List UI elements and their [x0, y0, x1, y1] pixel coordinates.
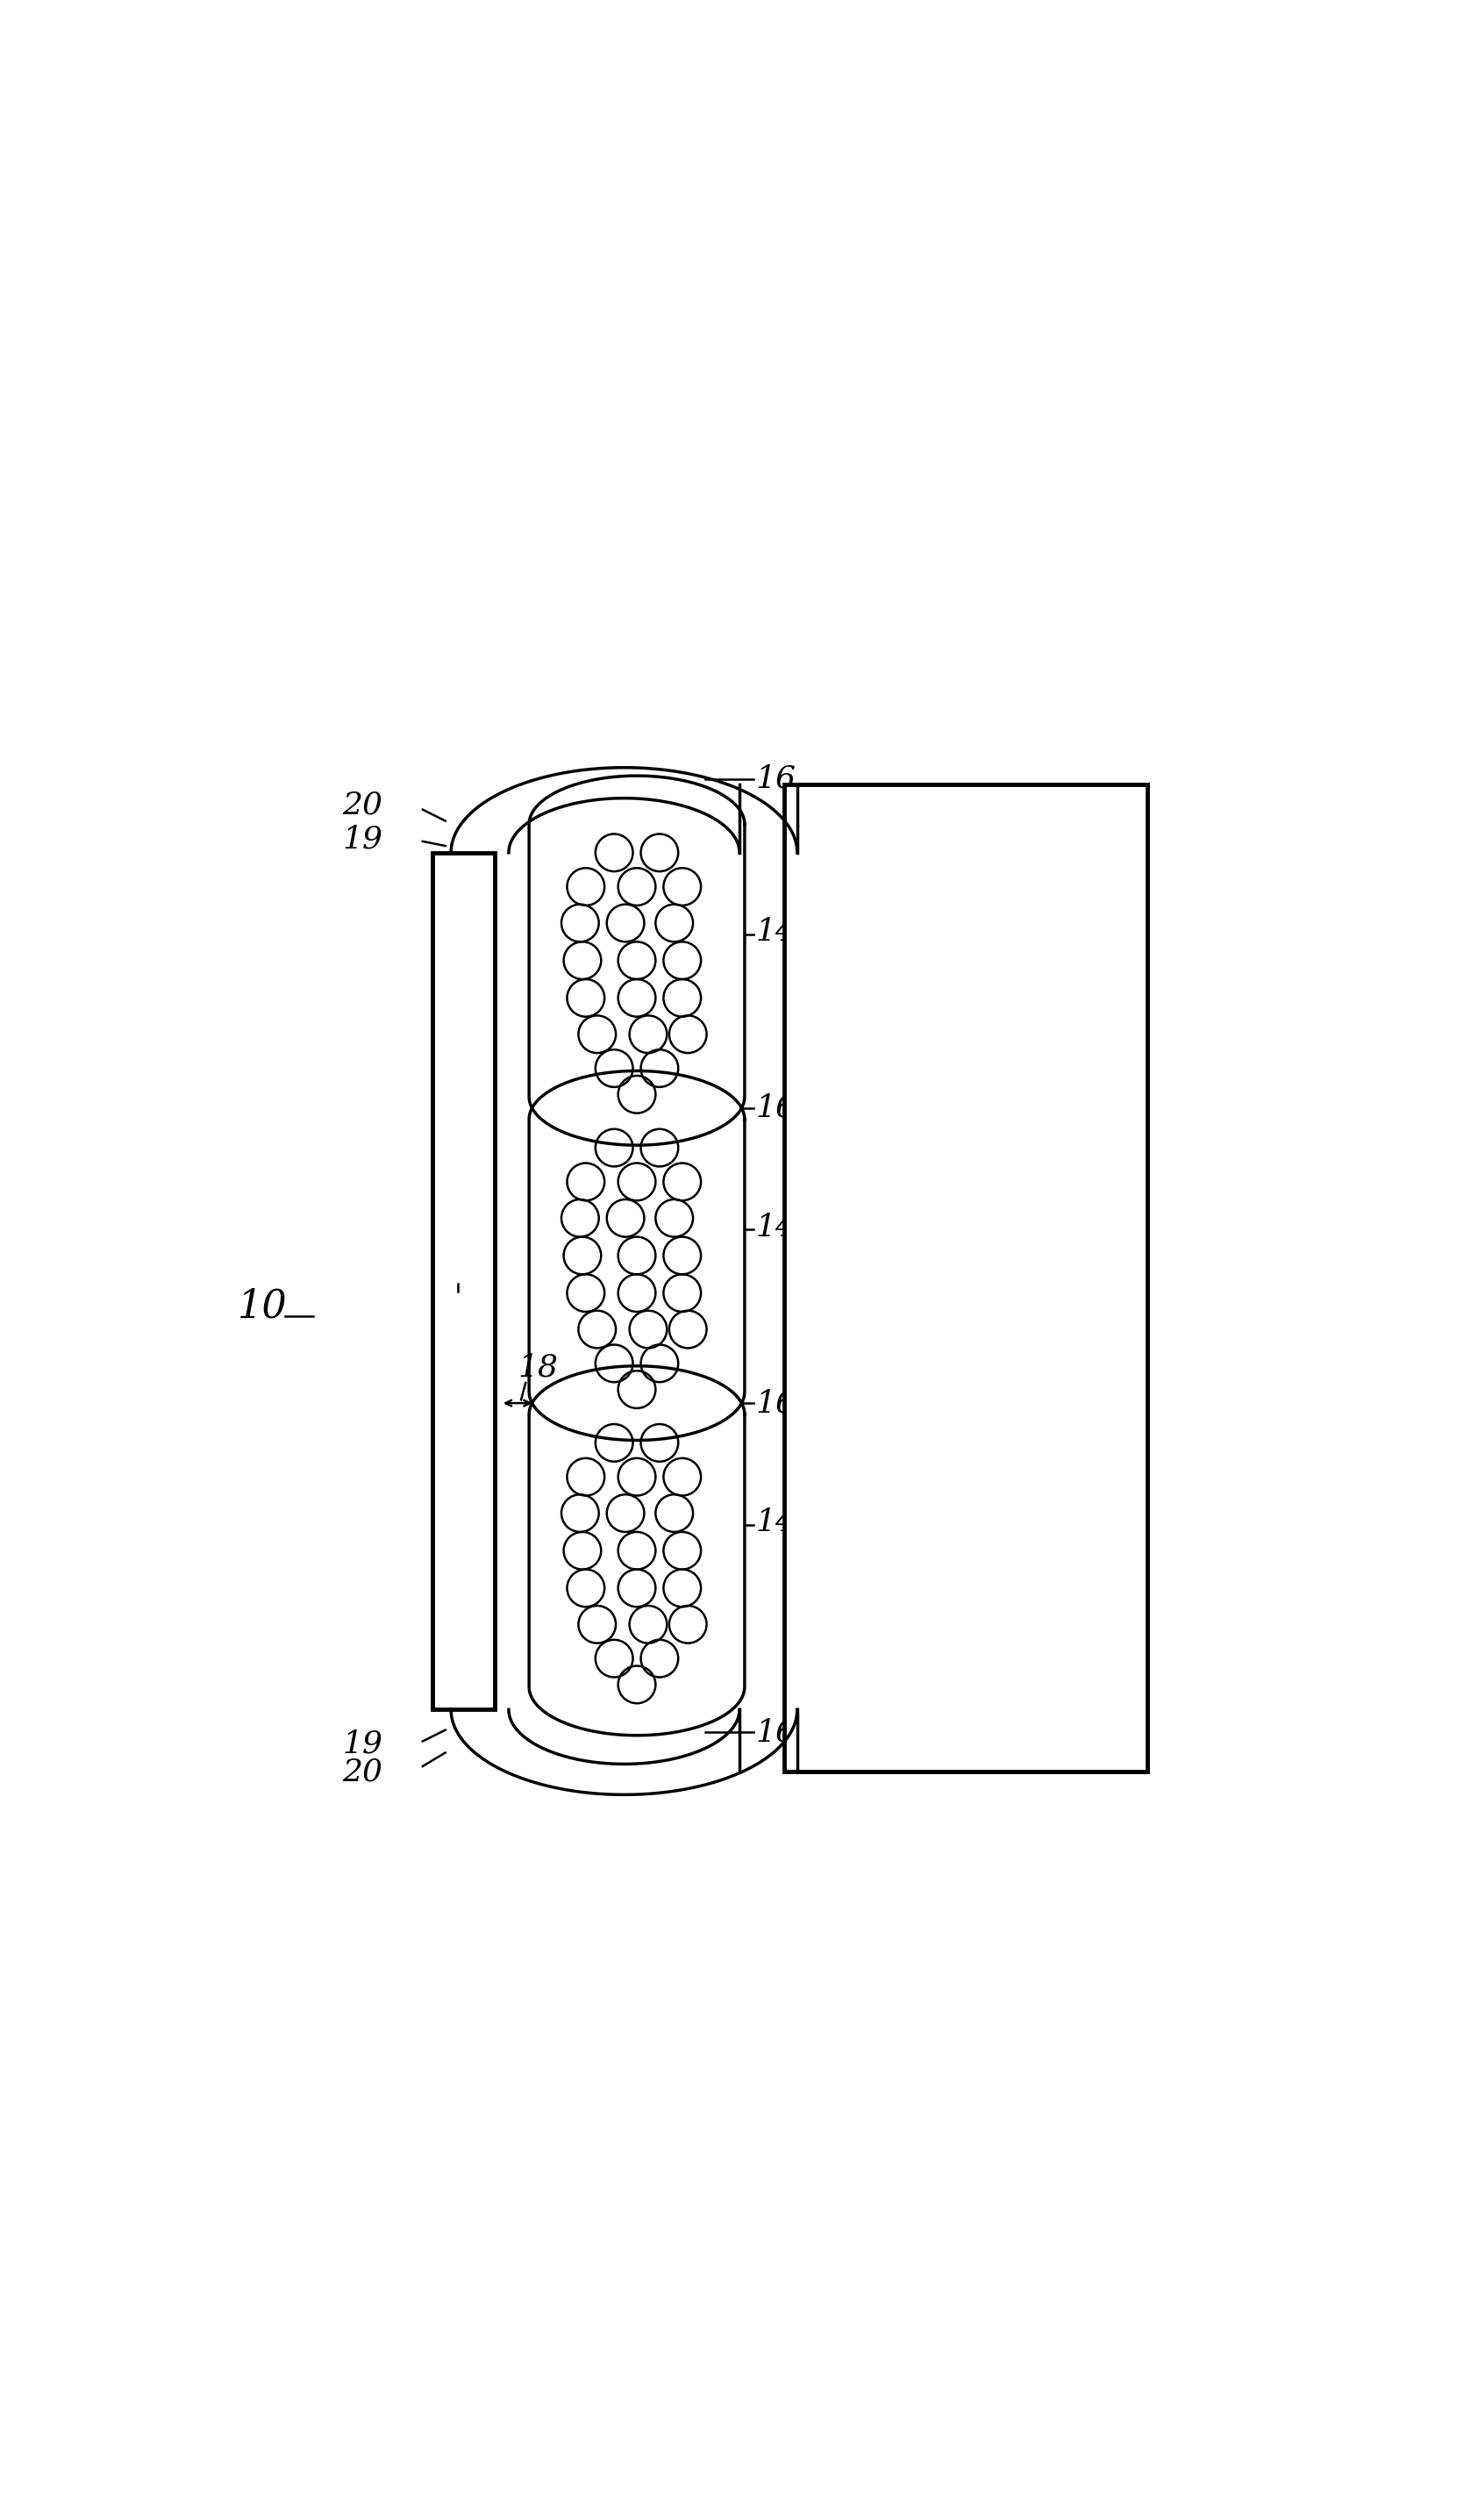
Text: fig. 1: fig. 1: [1025, 1668, 1157, 1719]
Text: 14: 14: [755, 917, 796, 948]
Text: 16: 16: [755, 1094, 796, 1124]
Text: 18: 18: [518, 1353, 558, 1383]
Text: 16: 16: [755, 1716, 796, 1746]
Polygon shape: [529, 1071, 745, 1441]
Text: 19: 19: [343, 1729, 384, 1759]
Text: 19: 19: [343, 824, 384, 854]
Text: 10: 10: [237, 1288, 287, 1326]
Text: 11: 11: [439, 1260, 489, 1298]
Bar: [785, 784, 1148, 1772]
Text: 16: 16: [755, 1389, 796, 1419]
Text: 20: 20: [343, 1756, 384, 1787]
Text: 12: 12: [941, 1260, 991, 1298]
Text: 14: 14: [755, 1212, 796, 1242]
Text: 16: 16: [755, 764, 796, 794]
Bar: [433, 852, 495, 1709]
Text: 20: 20: [343, 791, 384, 819]
Polygon shape: [529, 1366, 745, 1736]
Polygon shape: [529, 776, 745, 1144]
Text: 14: 14: [755, 1507, 796, 1537]
